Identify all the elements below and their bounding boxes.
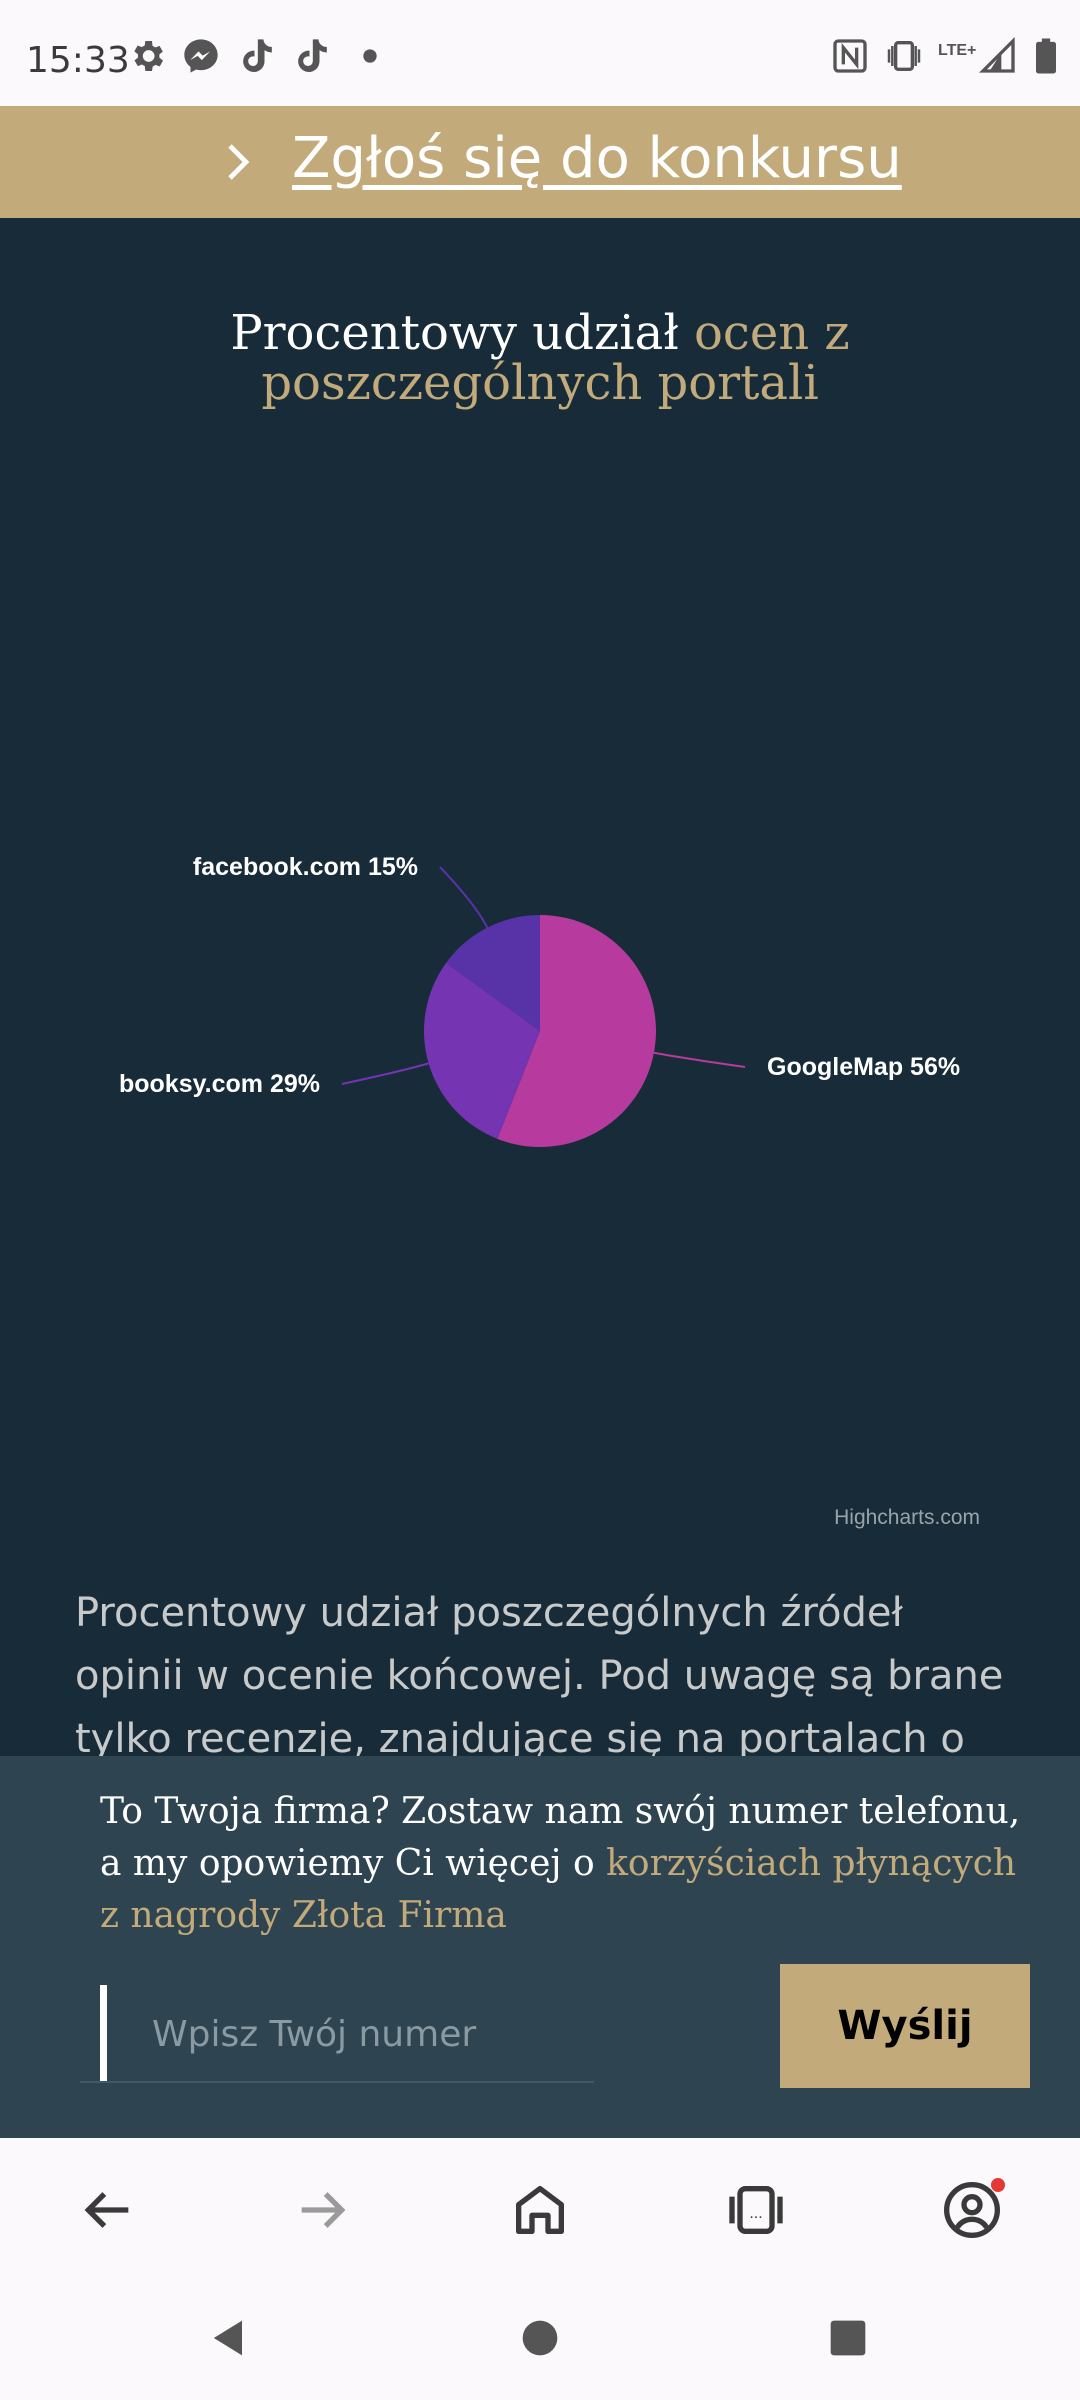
home-icon[interactable] [508,2178,572,2242]
battery-icon [1036,38,1056,74]
chart-title: Procentowy udział ocen z poszczególnych … [60,308,1020,408]
popup-message-accent[interactable]: korzyściach płynących z nagrody Złota Fi… [100,1843,1017,1936]
contest-banner: Zgłoś się do konkursu [0,106,1080,218]
nfc-icon [833,39,867,73]
status-time: 15:33 [26,40,130,81]
phone-input[interactable] [150,1993,584,2075]
pie-data-label: booksy.com 29% [119,1070,320,1098]
dot-icon [363,49,377,63]
chart-title-plain: Procentowy udział [230,305,695,361]
system-home-icon[interactable] [514,2312,566,2364]
system-recents-icon[interactable] [822,2312,874,2364]
pie-slice-booksy-com[interactable] [424,962,540,1139]
chart-title-accent: ocen z poszczególnych portali [261,305,850,411]
chevron-right-icon [228,144,250,180]
pie-slice-facebook-com[interactable] [446,915,540,1031]
svg-text:...: ... [749,2205,762,2222]
pie-data-label: GoogleMap 56% [767,1053,960,1081]
pie-connector [653,1051,746,1068]
tabs-icon[interactable]: ... [724,2178,788,2242]
popup-message: To Twoja firma? Zostaw nam swój numer te… [100,1786,1040,1942]
messenger-icon [184,39,218,73]
tiktok-icon [243,39,272,72]
network-label: LTE+ [938,42,977,59]
phone-field [80,1973,594,2083]
account-icon[interactable] [940,2178,1004,2242]
pie-data-label: facebook.com 15% [193,853,418,881]
settings-icon [134,41,163,71]
send-button[interactable]: Wyślij [780,1964,1030,2088]
notification-dot [991,2178,1005,2192]
vibrate-icon [887,41,921,71]
text-cursor [100,1985,107,2081]
pie-slice-googlemap[interactable] [497,915,657,1147]
popup-message-plain: To Twoja firma? Zostaw nam swój numer te… [100,1791,1021,1884]
highcharts-credits[interactable]: Highcharts.com [834,1506,980,1529]
lead-form-popup: To Twoja firma? Zostaw nam swój numer te… [0,1756,1080,2138]
forward-icon[interactable] [291,2178,355,2242]
status-bar: 15:33 LTE+ [0,0,1080,106]
pie-chart: GoogleMap 56% booksy.com 29% facebook.com … [119,853,980,1529]
tiktok-icon [298,39,327,72]
back-icon[interactable] [75,2178,139,2242]
system-back-icon[interactable] [203,2312,255,2364]
pie-connector [439,866,489,929]
pie-connector [341,1062,429,1085]
lte-signal-icon [978,36,1015,73]
browser-bottom-nav: ... [0,2138,1080,2278]
system-nav-bar [0,2278,1080,2400]
contest-signup-link[interactable]: Zgłoś się do konkursu [292,126,902,191]
